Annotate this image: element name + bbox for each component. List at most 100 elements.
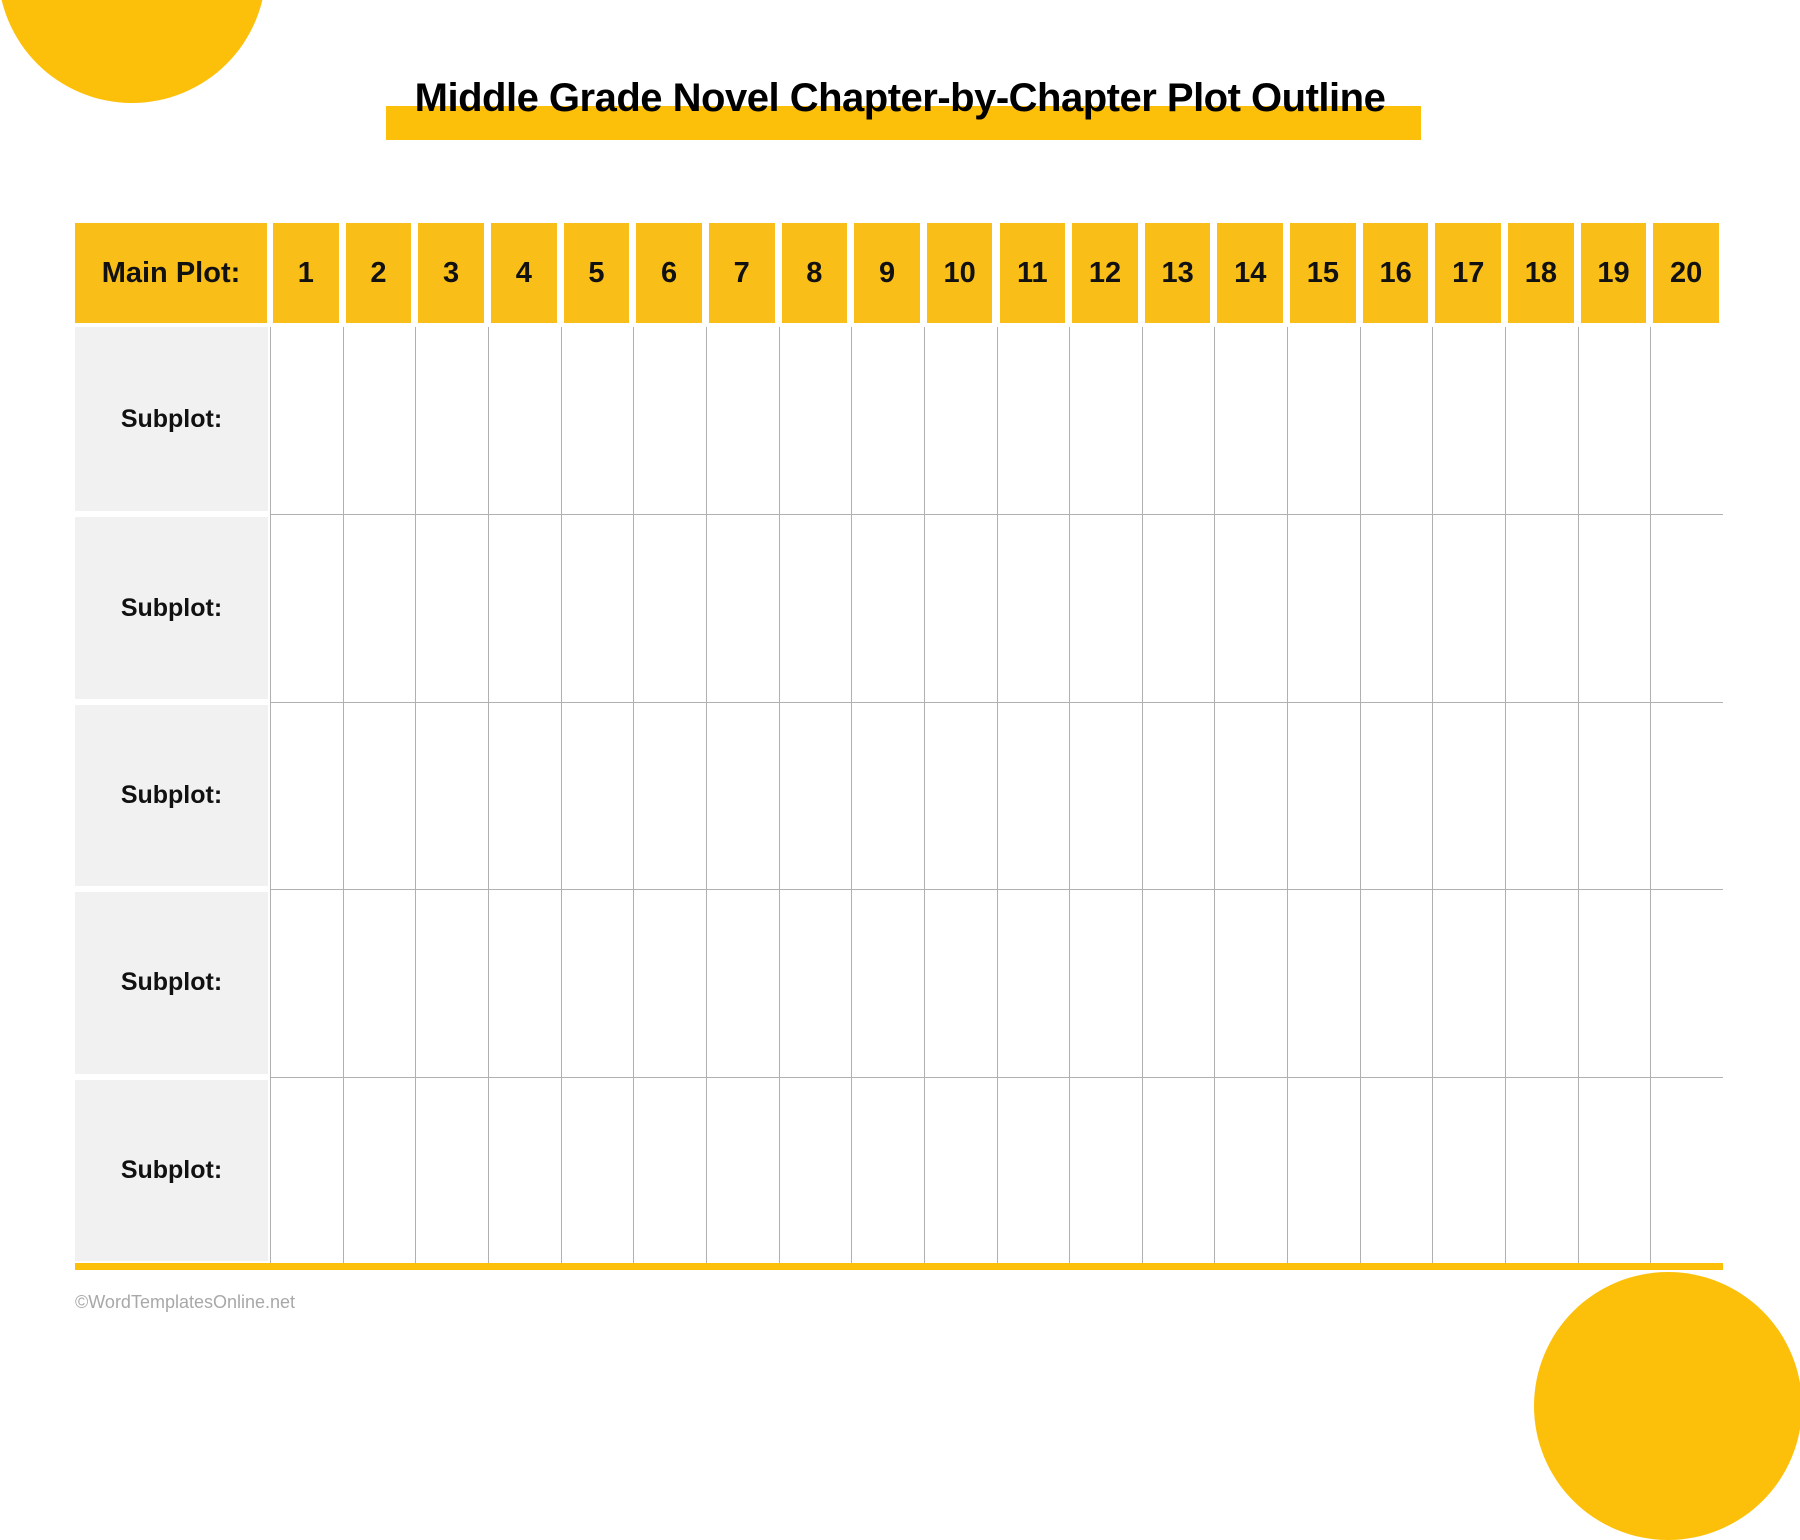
subplot-3-chapter-8-cell[interactable] <box>779 702 852 889</box>
subplot-5-chapter-7-cell[interactable] <box>706 1077 779 1264</box>
subplot-4-chapter-15-cell[interactable] <box>1287 889 1360 1076</box>
subplot-3-chapter-2-cell[interactable] <box>343 702 416 889</box>
subplot-4-chapter-9-cell[interactable] <box>851 889 924 1076</box>
subplot-3-chapter-13-cell[interactable] <box>1142 702 1215 889</box>
subplot-1-chapter-3-cell[interactable] <box>415 327 488 514</box>
subplot-4-chapter-1-cell[interactable] <box>270 889 343 1076</box>
subplot-4-chapter-13-cell[interactable] <box>1142 889 1215 1076</box>
subplot-5-chapter-3-cell[interactable] <box>415 1077 488 1264</box>
subplot-3-chapter-9-cell[interactable] <box>851 702 924 889</box>
subplot-2-chapter-15-cell[interactable] <box>1287 514 1360 701</box>
subplot-2-chapter-16-cell[interactable] <box>1360 514 1433 701</box>
subplot-4-chapter-17-cell[interactable] <box>1432 889 1505 1076</box>
subplot-2-chapter-20-cell[interactable] <box>1650 514 1723 701</box>
subplot-5-chapter-18-cell[interactable] <box>1505 1077 1578 1264</box>
subplot-4-chapter-4-cell[interactable] <box>488 889 561 1076</box>
subplot-1-chapter-16-cell[interactable] <box>1360 327 1433 514</box>
subplot-5-chapter-13-cell[interactable] <box>1142 1077 1215 1264</box>
subplot-3-chapter-15-cell[interactable] <box>1287 702 1360 889</box>
subplot-4-chapter-14-cell[interactable] <box>1214 889 1287 1076</box>
subplot-1-chapter-1-cell[interactable] <box>270 327 343 514</box>
subplot-5-chapter-1-cell[interactable] <box>270 1077 343 1264</box>
subplot-2-chapter-9-cell[interactable] <box>851 514 924 701</box>
subplot-2-chapter-7-cell[interactable] <box>706 514 779 701</box>
subplot-3-chapter-10-cell[interactable] <box>924 702 997 889</box>
subplot-4-chapter-10-cell[interactable] <box>924 889 997 1076</box>
subplot-5-chapter-15-cell[interactable] <box>1287 1077 1360 1264</box>
subplot-4-chapter-3-cell[interactable] <box>415 889 488 1076</box>
subplot-1-chapter-12-cell[interactable] <box>1069 327 1142 514</box>
subplot-5-chapter-11-cell[interactable] <box>997 1077 1070 1264</box>
subplot-3-chapter-18-cell[interactable] <box>1505 702 1578 889</box>
subplot-4-chapter-18-cell[interactable] <box>1505 889 1578 1076</box>
subplot-1-chapter-2-cell[interactable] <box>343 327 416 514</box>
subplot-1-chapter-7-cell[interactable] <box>706 327 779 514</box>
subplot-3-chapter-14-cell[interactable] <box>1214 702 1287 889</box>
subplot-3-chapter-1-cell[interactable] <box>270 702 343 889</box>
subplot-4-chapter-12-cell[interactable] <box>1069 889 1142 1076</box>
subplot-5-chapter-4-cell[interactable] <box>488 1077 561 1264</box>
subplot-2-chapter-14-cell[interactable] <box>1214 514 1287 701</box>
subplot-2-chapter-5-cell[interactable] <box>561 514 634 701</box>
subplot-2-chapter-1-cell[interactable] <box>270 514 343 701</box>
subplot-2-chapter-17-cell[interactable] <box>1432 514 1505 701</box>
subplot-5-chapter-17-cell[interactable] <box>1432 1077 1505 1264</box>
subplot-4-chapter-8-cell[interactable] <box>779 889 852 1076</box>
subplot-1-chapter-18-cell[interactable] <box>1505 327 1578 514</box>
subplot-5-chapter-19-cell[interactable] <box>1578 1077 1651 1264</box>
subplot-3-chapter-6-cell[interactable] <box>633 702 706 889</box>
subplot-1-chapter-4-cell[interactable] <box>488 327 561 514</box>
subplot-3-chapter-16-cell[interactable] <box>1360 702 1433 889</box>
subplot-2-chapter-13-cell[interactable] <box>1142 514 1215 701</box>
subplot-4-chapter-2-cell[interactable] <box>343 889 416 1076</box>
subplot-1-chapter-19-cell[interactable] <box>1578 327 1651 514</box>
subplot-5-chapter-10-cell[interactable] <box>924 1077 997 1264</box>
subplot-5-chapter-5-cell[interactable] <box>561 1077 634 1264</box>
subplot-2-chapter-12-cell[interactable] <box>1069 514 1142 701</box>
subplot-3-chapter-12-cell[interactable] <box>1069 702 1142 889</box>
subplot-3-chapter-3-cell[interactable] <box>415 702 488 889</box>
subplot-2-chapter-4-cell[interactable] <box>488 514 561 701</box>
subplot-5-chapter-6-cell[interactable] <box>633 1077 706 1264</box>
subplot-4-chapter-19-cell[interactable] <box>1578 889 1651 1076</box>
subplot-3-chapter-7-cell[interactable] <box>706 702 779 889</box>
subplot-1-chapter-8-cell[interactable] <box>779 327 852 514</box>
subplot-4-chapter-5-cell[interactable] <box>561 889 634 1076</box>
subplot-5-chapter-8-cell[interactable] <box>779 1077 852 1264</box>
subplot-5-chapter-20-cell[interactable] <box>1650 1077 1723 1264</box>
subplot-3-chapter-17-cell[interactable] <box>1432 702 1505 889</box>
subplot-2-chapter-8-cell[interactable] <box>779 514 852 701</box>
subplot-4-chapter-6-cell[interactable] <box>633 889 706 1076</box>
subplot-4-chapter-7-cell[interactable] <box>706 889 779 1076</box>
subplot-2-chapter-6-cell[interactable] <box>633 514 706 701</box>
subplot-2-chapter-2-cell[interactable] <box>343 514 416 701</box>
subplot-1-chapter-5-cell[interactable] <box>561 327 634 514</box>
subplot-1-chapter-10-cell[interactable] <box>924 327 997 514</box>
subplot-4-chapter-16-cell[interactable] <box>1360 889 1433 1076</box>
subplot-1-chapter-9-cell[interactable] <box>851 327 924 514</box>
subplot-4-chapter-20-cell[interactable] <box>1650 889 1723 1076</box>
subplot-1-chapter-11-cell[interactable] <box>997 327 1070 514</box>
subplot-2-chapter-10-cell[interactable] <box>924 514 997 701</box>
subplot-4-chapter-11-cell[interactable] <box>997 889 1070 1076</box>
subplot-5-chapter-12-cell[interactable] <box>1069 1077 1142 1264</box>
subplot-3-chapter-5-cell[interactable] <box>561 702 634 889</box>
subplot-3-chapter-11-cell[interactable] <box>997 702 1070 889</box>
subplot-3-chapter-19-cell[interactable] <box>1578 702 1651 889</box>
subplot-3-chapter-4-cell[interactable] <box>488 702 561 889</box>
subplot-1-chapter-14-cell[interactable] <box>1214 327 1287 514</box>
subplot-5-chapter-14-cell[interactable] <box>1214 1077 1287 1264</box>
subplot-2-chapter-11-cell[interactable] <box>997 514 1070 701</box>
subplot-1-chapter-6-cell[interactable] <box>633 327 706 514</box>
subplot-2-chapter-18-cell[interactable] <box>1505 514 1578 701</box>
subplot-5-chapter-9-cell[interactable] <box>851 1077 924 1264</box>
subplot-1-chapter-13-cell[interactable] <box>1142 327 1215 514</box>
subplot-1-chapter-20-cell[interactable] <box>1650 327 1723 514</box>
subplot-5-chapter-2-cell[interactable] <box>343 1077 416 1264</box>
subplot-2-chapter-3-cell[interactable] <box>415 514 488 701</box>
subplot-1-chapter-17-cell[interactable] <box>1432 327 1505 514</box>
subplot-3-chapter-20-cell[interactable] <box>1650 702 1723 889</box>
subplot-1-chapter-15-cell[interactable] <box>1287 327 1360 514</box>
subplot-2-chapter-19-cell[interactable] <box>1578 514 1651 701</box>
subplot-5-chapter-16-cell[interactable] <box>1360 1077 1433 1264</box>
